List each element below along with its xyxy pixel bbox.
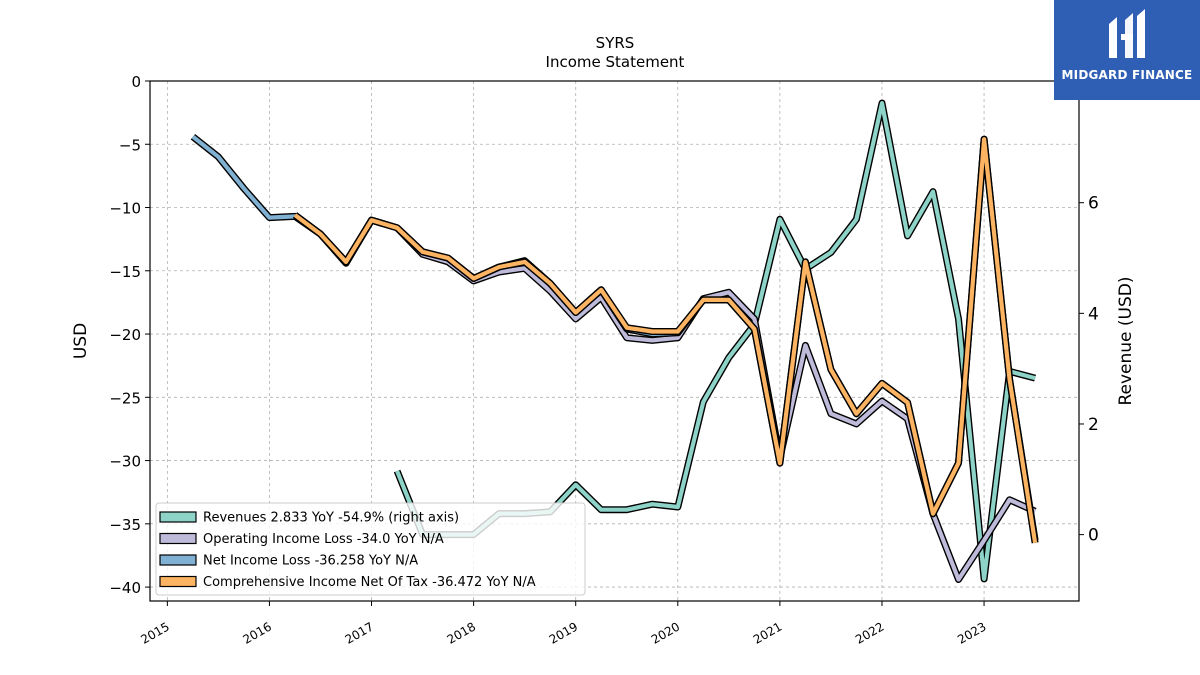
chart-title: SYRS	[596, 34, 635, 52]
y-tick-label: 0	[131, 73, 141, 91]
legend: Revenues 2.833 YoY -54.9% (right axis) Op…	[155, 502, 586, 596]
x-tick-label: 2018	[445, 619, 478, 646]
series-net-income-loss	[190, 133, 1039, 541]
legend-swatch	[159, 575, 197, 588]
y-axis-label: USD	[71, 323, 91, 359]
legend-swatch	[159, 554, 197, 566]
x-tick-label: 2019	[547, 619, 580, 646]
x-tick-label: 2023	[955, 619, 988, 646]
y2-tick-label: 0	[1088, 526, 1099, 546]
legend-swatch	[159, 511, 197, 523]
logo-mark-icon	[1109, 9, 1145, 58]
y-tick-label: −30	[109, 453, 141, 471]
legend-item: Comprehensive Income Net Of Tax -36.472 …	[159, 575, 536, 590]
y-tick-label: −20	[109, 326, 141, 344]
y-tick-label: −40	[109, 579, 141, 597]
y2-axis-label: Revenue (USD)	[1116, 276, 1136, 405]
y2-tick-label: 6	[1088, 194, 1099, 214]
x-tick-label: 2016	[240, 619, 273, 646]
x-tick-label: 2022	[853, 619, 886, 646]
y-tick-label: −25	[109, 389, 141, 407]
brand-logo: MIDGARD FINANCE	[1054, 0, 1200, 100]
y-tick-label: −10	[109, 200, 141, 218]
series-comprehensive-income-net-of-tax	[292, 135, 1039, 544]
series-line	[191, 135, 1038, 541]
logo-text: MIDGARD FINANCE	[1061, 68, 1193, 82]
legend-box	[155, 502, 586, 596]
legend-label: Operating Income Loss -34.0 YoY N/A	[203, 532, 444, 547]
y-tick-label: −35	[109, 516, 141, 534]
plot-frame	[149, 80, 1080, 602]
series-line	[293, 137, 1038, 544]
x-tick-label: 2015	[138, 619, 171, 646]
legend-item: Net Income Loss -36.258 YoY N/A	[159, 554, 418, 569]
legend-label: Net Income Loss -36.258 YoY N/A	[203, 554, 418, 569]
y-tick-label: −15	[109, 263, 141, 281]
y-tick-label: −5	[119, 136, 141, 154]
x-tick-label: 2017	[343, 619, 376, 646]
y2-tick-label: 2	[1088, 415, 1099, 435]
x-tick-label: 2021	[751, 619, 784, 646]
legend-item: Revenues 2.833 YoY -54.9% (right axis)	[159, 511, 459, 526]
x-tick-label: 2020	[649, 619, 682, 646]
legend-item: Operating Income Loss -34.0 YoY N/A	[159, 532, 444, 547]
legend-label: Revenues 2.833 YoY -54.9% (right axis)	[203, 511, 459, 526]
y2-tick-label: 4	[1088, 304, 1099, 324]
series-outline	[190, 133, 1039, 541]
legend-swatch	[159, 532, 197, 545]
legend-label: Comprehensive Income Net Of Tax -36.472 …	[203, 575, 536, 590]
chart-subtitle: Income Statement	[546, 53, 685, 71]
series-lines	[190, 99, 1039, 583]
